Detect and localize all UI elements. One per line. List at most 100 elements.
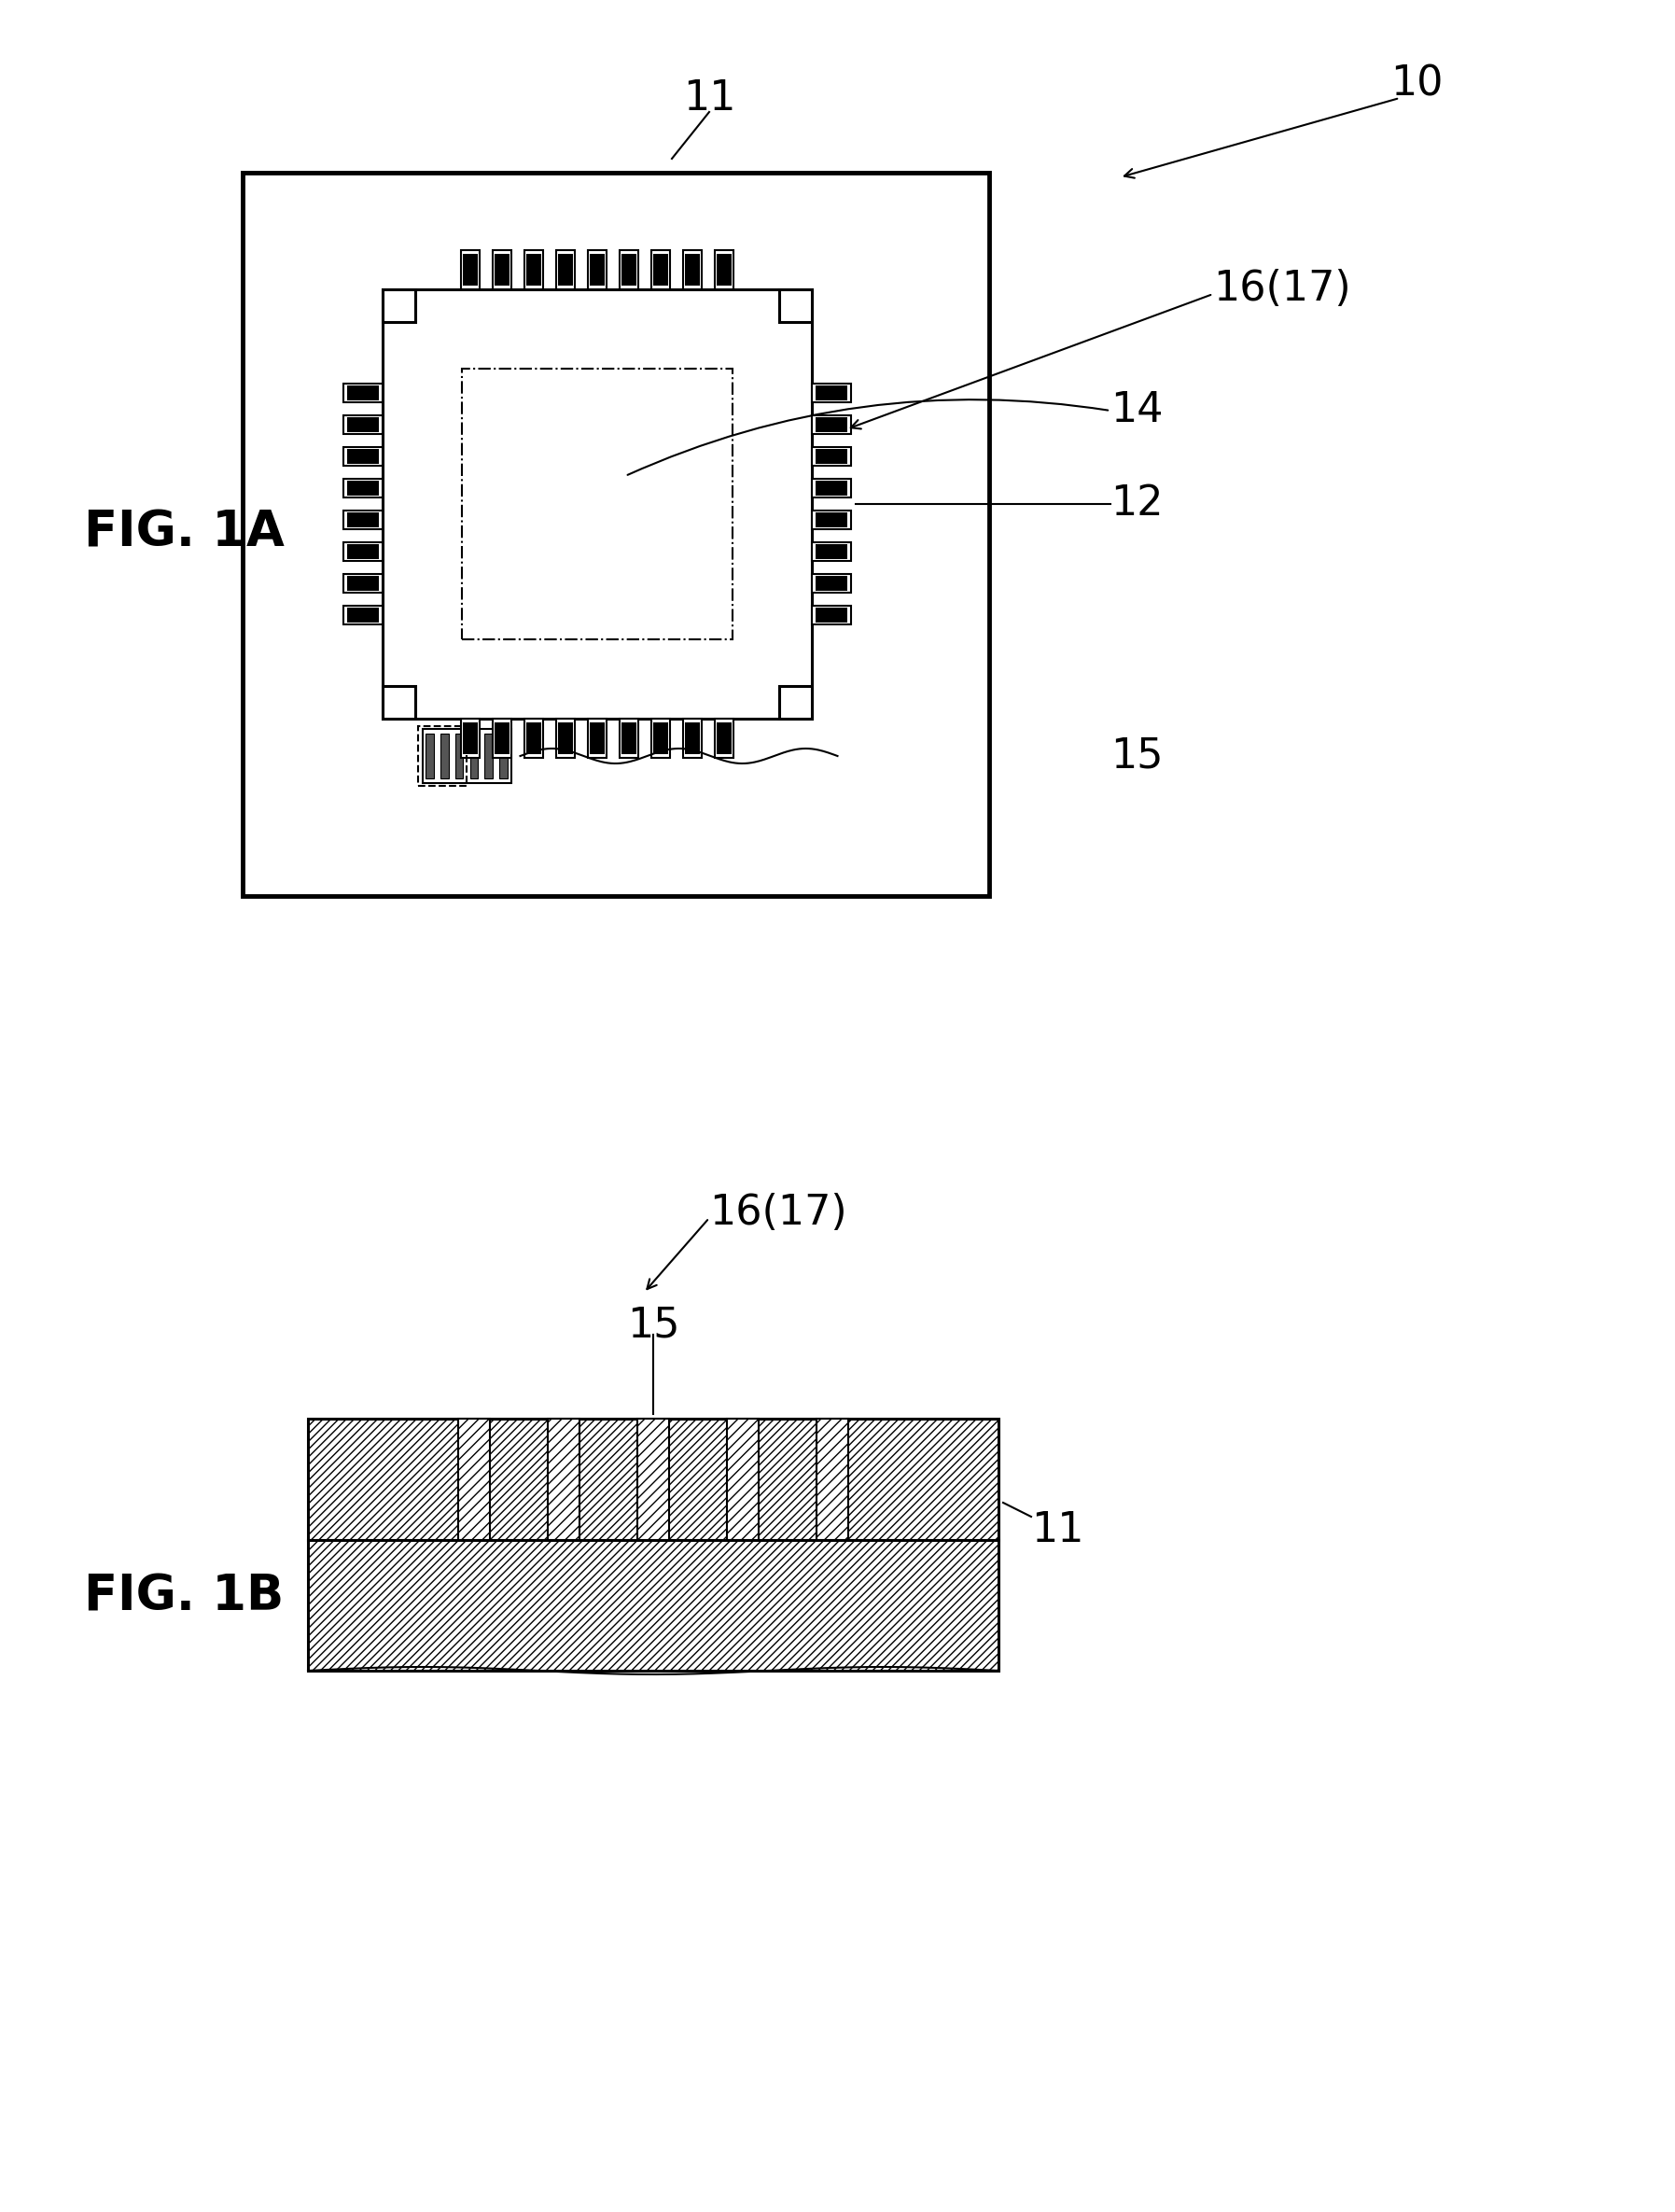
Bar bbox=[425, 734, 434, 779]
Text: 14: 14 bbox=[1111, 392, 1162, 431]
Bar bbox=[308, 1540, 998, 1670]
Bar bbox=[461, 250, 479, 290]
Bar bbox=[816, 575, 848, 591]
Bar bbox=[653, 723, 668, 754]
Bar bbox=[492, 250, 511, 290]
Bar bbox=[343, 478, 382, 498]
Bar bbox=[494, 254, 509, 285]
Bar bbox=[459, 1418, 489, 1540]
Bar bbox=[347, 575, 379, 591]
Bar bbox=[471, 734, 477, 779]
Bar bbox=[462, 254, 477, 285]
Text: 15: 15 bbox=[626, 1305, 680, 1345]
Bar bbox=[343, 573, 382, 593]
Text: 15: 15 bbox=[1111, 737, 1162, 776]
Bar bbox=[812, 478, 851, 498]
Bar bbox=[727, 1418, 759, 1540]
Bar bbox=[492, 719, 511, 759]
Bar bbox=[652, 719, 670, 759]
Bar bbox=[812, 447, 851, 467]
Bar bbox=[343, 416, 382, 434]
Bar bbox=[816, 608, 848, 622]
Text: 16(17): 16(17) bbox=[1213, 270, 1350, 310]
Bar bbox=[343, 447, 382, 467]
Bar bbox=[382, 290, 415, 323]
Bar bbox=[685, 254, 700, 285]
Text: 16(17): 16(17) bbox=[709, 1192, 848, 1234]
Bar bbox=[715, 250, 734, 290]
Bar bbox=[816, 480, 848, 495]
Bar bbox=[653, 254, 668, 285]
Bar bbox=[621, 254, 636, 285]
Bar bbox=[779, 686, 812, 719]
Bar bbox=[812, 383, 851, 403]
Bar bbox=[343, 383, 382, 403]
Bar bbox=[382, 290, 812, 719]
Bar bbox=[816, 449, 848, 465]
Bar bbox=[548, 1418, 580, 1540]
Bar bbox=[308, 1418, 998, 1540]
Bar bbox=[816, 385, 848, 400]
Bar bbox=[526, 254, 541, 285]
Bar bbox=[343, 606, 382, 624]
Bar bbox=[484, 734, 492, 779]
Bar bbox=[347, 480, 379, 495]
Bar bbox=[462, 723, 477, 754]
Bar bbox=[812, 416, 851, 434]
Bar bbox=[588, 719, 606, 759]
Bar bbox=[382, 686, 415, 719]
Bar bbox=[347, 418, 379, 431]
Bar bbox=[422, 730, 511, 783]
Bar bbox=[812, 542, 851, 562]
Bar bbox=[558, 723, 573, 754]
Bar bbox=[588, 250, 606, 290]
Text: FIG. 1B: FIG. 1B bbox=[84, 1573, 283, 1619]
Bar bbox=[652, 250, 670, 290]
Bar bbox=[812, 606, 851, 624]
Bar bbox=[347, 513, 379, 526]
Bar bbox=[499, 734, 508, 779]
Bar bbox=[717, 723, 732, 754]
Bar bbox=[816, 1418, 848, 1540]
Bar bbox=[715, 719, 734, 759]
Bar bbox=[462, 369, 732, 639]
Bar bbox=[526, 723, 541, 754]
Text: 11: 11 bbox=[1032, 1511, 1084, 1551]
Bar bbox=[524, 250, 543, 290]
Text: FIG. 1A: FIG. 1A bbox=[84, 509, 285, 555]
Bar bbox=[621, 723, 636, 754]
Bar bbox=[779, 290, 812, 323]
Bar bbox=[494, 723, 509, 754]
Bar bbox=[347, 449, 379, 465]
Bar bbox=[556, 250, 575, 290]
Bar bbox=[590, 254, 605, 285]
Bar bbox=[456, 734, 464, 779]
Bar bbox=[685, 723, 700, 754]
Text: 12: 12 bbox=[1111, 484, 1162, 524]
Bar bbox=[347, 608, 379, 622]
Bar bbox=[461, 719, 479, 759]
Bar bbox=[243, 173, 990, 896]
Bar bbox=[816, 418, 848, 431]
Bar bbox=[347, 385, 379, 400]
Bar bbox=[816, 544, 848, 560]
Bar bbox=[417, 726, 467, 785]
Text: 11: 11 bbox=[683, 77, 735, 117]
Bar bbox=[620, 250, 638, 290]
Bar bbox=[717, 254, 732, 285]
Bar bbox=[683, 250, 702, 290]
Text: 10: 10 bbox=[1390, 64, 1444, 104]
Bar bbox=[812, 573, 851, 593]
Bar bbox=[343, 542, 382, 562]
Bar bbox=[441, 734, 449, 779]
Bar bbox=[343, 511, 382, 529]
Bar bbox=[620, 719, 638, 759]
Bar bbox=[590, 723, 605, 754]
Bar bbox=[683, 719, 702, 759]
Bar bbox=[638, 1418, 668, 1540]
Bar bbox=[558, 254, 573, 285]
Bar bbox=[556, 719, 575, 759]
Bar bbox=[347, 544, 379, 560]
Bar bbox=[816, 513, 848, 526]
Bar bbox=[524, 719, 543, 759]
